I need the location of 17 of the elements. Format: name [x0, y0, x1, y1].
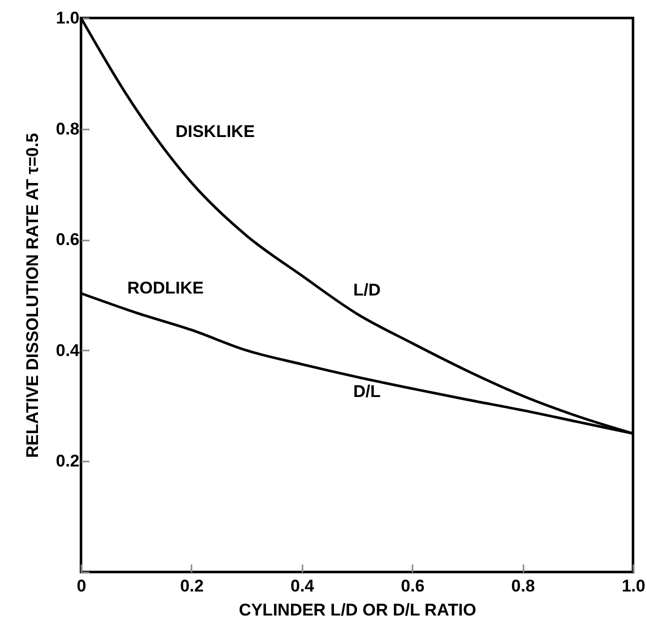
x-axis-title: CYLINDER L/D OR D/L RATIO: [238, 600, 476, 620]
annotation: D/L: [353, 382, 381, 401]
x-tick-label: 0.4: [290, 576, 315, 596]
y-axis-title: RELATIVE DISSOLUTION RATE AT τ=0.5: [22, 133, 42, 458]
y-tick-label: 0.6: [56, 230, 80, 250]
x-tick-label: 0: [76, 576, 86, 596]
x-tick-label: 0.6: [400, 576, 425, 596]
annotation: DISKLIKE: [175, 122, 255, 142]
y-tick-label: 1.0: [56, 8, 80, 28]
x-tick-label: 1.0: [622, 576, 646, 596]
x-tick-label: 0.2: [180, 576, 204, 596]
y-tick-label: 0.4: [56, 340, 80, 360]
annotation: RODLIKE: [127, 278, 204, 298]
y-tick-label: 0.2: [56, 452, 80, 471]
annotation: L/D: [353, 280, 381, 300]
x-tick-label: 0.8: [511, 576, 535, 596]
y-tick-label: 0.8: [56, 119, 80, 138]
